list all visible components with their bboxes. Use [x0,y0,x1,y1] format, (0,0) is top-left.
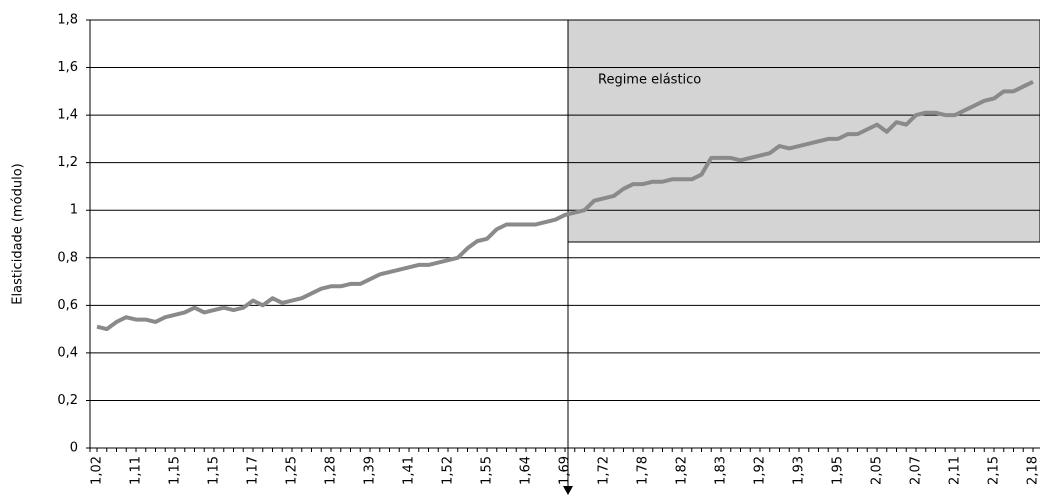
x-tick-label: 1,69 [558,456,573,485]
x-tick-label: 1,64 [519,456,534,485]
x-tick-label: 2,05 [870,456,885,485]
y-tick-label: 0,4 [57,345,78,360]
annotation: Regime elástico [598,73,701,88]
elastic-region [567,19,1040,243]
y-tick-label: 1 [70,203,78,218]
y-tick-label: 1,6 [57,60,78,75]
data-line [96,80,1034,332]
y-axis-label: Elasticidade (módulo) [11,163,26,304]
x-tick-label: 1,78 [636,456,651,485]
x-tick-label: 1,55 [480,456,495,485]
x-tick-label: 1,82 [675,456,690,485]
x-tick-label: 1,02 [90,456,105,485]
x-tick-label: 2,15 [987,456,1002,485]
y-tick-label: 0,8 [57,250,78,265]
x-tick-label: 2,11 [948,456,963,485]
y-tick-label: 1,4 [57,108,78,123]
x-tick-label: 1,17 [246,456,261,485]
x-tick-label: 1,11 [129,456,144,485]
y-tick-label: 1,8 [57,13,78,28]
x-tick-label: 1,15 [168,456,183,485]
y-tick-label: 0 [70,441,78,456]
x-tick-label: 1,92 [753,456,768,485]
y-tick-label: 1,2 [57,155,78,170]
x-tick-label: 1,93 [792,456,807,485]
x-tick-label: 2,18 [1026,456,1040,485]
x-tick-label: 1,52 [441,456,456,485]
x-tick-label: 1,83 [714,456,729,485]
y-tick-label: 0,2 [57,393,78,408]
x-tick-label: 1,72 [597,456,612,485]
x-tick-label: 1,25 [285,456,300,485]
y-tick-label: 0,6 [57,298,78,313]
x-tick-label: 1,28 [324,456,339,485]
x-tick-label: 1,95 [831,456,846,485]
x-tick-label: 2,07 [909,456,924,485]
x-tick-label: 1,39 [363,456,378,485]
x-tick-label: 1,15 [207,456,222,485]
divider-arrow [563,486,573,495]
x-tick-label: 1,41 [402,456,417,485]
